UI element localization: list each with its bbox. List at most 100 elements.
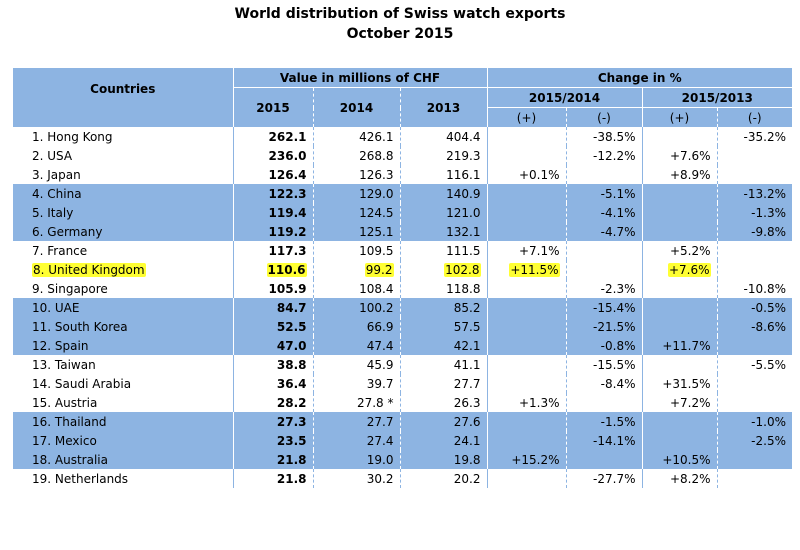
change-2015-2014-minus-cell-text: -4.1% — [600, 205, 636, 220]
value-2013-cell-text: 41.1 — [453, 357, 481, 372]
header-year-2014: 2014 — [312, 87, 400, 127]
value-2013-cell-text: 404.4 — [446, 129, 481, 144]
change-2015-2013-minus-cell: -10.8% — [716, 279, 792, 298]
value-2014-cell-text: 27.8 * — [356, 395, 394, 410]
value-2013-cell-text: 57.5 — [453, 319, 481, 334]
change-2015-2013-plus-cell-text: +31.5% — [662, 376, 711, 391]
value-2013-cell: 140.9 — [399, 184, 487, 203]
value-2013-cell: 41.1 — [399, 355, 487, 374]
change-2015-2013-minus-cell-text: -8.6% — [751, 319, 786, 334]
value-2014-cell-text: 426.1 — [359, 129, 394, 144]
value-2015-cell-text: 117.3 — [268, 243, 307, 258]
change-2015-2014-plus-cell — [486, 127, 566, 146]
value-2013-cell: 132.1 — [399, 222, 487, 241]
value-2014-cell-text: 27.7 — [366, 414, 394, 429]
country-cell-text: 6. Germany — [32, 224, 103, 239]
change-2015-2013-plus-cell: +31.5% — [641, 374, 717, 393]
change-2015-2013-plus-cell-text: +11.7% — [662, 338, 711, 353]
country-cell-text: 12. Spain — [32, 338, 89, 353]
value-2015-cell-text: 52.5 — [276, 319, 307, 334]
header-year-2015: 2015 — [232, 87, 313, 127]
table-row: 9. Singapore 105.9 108.4 118.8 -2.3% -10.8% — [13, 279, 792, 298]
change-2015-2013-minus-cell-text: -9.8% — [751, 224, 786, 239]
value-2015-cell: 38.8 — [232, 355, 313, 374]
change-2015-2014-plus-cell — [486, 469, 566, 488]
change-2015-2013-minus-cell: -1.0% — [716, 412, 792, 431]
change-2015-2014-minus-cell: -4.1% — [565, 203, 642, 222]
header-year-2013: 2013 — [399, 87, 487, 127]
value-2014-cell: 125.1 — [312, 222, 400, 241]
value-2013-cell: 102.8 — [399, 260, 487, 279]
value-2015-cell-text: 21.8 — [276, 452, 307, 467]
page-subtitle: October 2015 — [346, 26, 454, 42]
country-cell: 14. Saudi Arabia — [13, 374, 233, 393]
header-period-2015-2013: 2015/2013 — [641, 87, 792, 108]
table-row: 13. Taiwan 38.8 45.9 41.1 -15.5% -5.5% — [13, 355, 792, 374]
value-2013-cell: 111.5 — [399, 241, 487, 260]
table-row: 2. USA 236.0 268.8 219.3 -12.2% +7.6% — [13, 146, 792, 165]
header-p1-minus: (-) — [565, 107, 642, 127]
change-2015-2014-minus-cell-text: -27.7% — [593, 471, 636, 486]
country-cell: 3. Japan — [13, 165, 233, 184]
change-2015-2013-minus-cell: -2.5% — [716, 431, 792, 450]
change-2015-2013-plus-cell — [641, 355, 717, 374]
value-2013-cell: 42.1 — [399, 336, 487, 355]
header-value: Value in millions of CHF — [232, 68, 487, 88]
value-2013-cell: 26.3 — [399, 393, 487, 412]
value-2015-cell-text: 119.4 — [268, 205, 307, 220]
change-2015-2014-minus-cell-text: -38.5% — [593, 129, 636, 144]
country-cell-text: 2. USA — [32, 148, 73, 163]
value-2015-cell-text: 105.9 — [268, 281, 307, 296]
change-2015-2014-minus-cell-text: -14.1% — [593, 433, 636, 448]
value-2014-cell: 108.4 — [312, 279, 400, 298]
change-2015-2014-minus-cell: -21.5% — [565, 317, 642, 336]
change-2015-2014-minus-cell: -5.1% — [565, 184, 642, 203]
value-2013-cell: 118.8 — [399, 279, 487, 298]
value-2014-cell-text: 99.2 — [364, 262, 394, 277]
country-cell-text: 1. Hong Kong — [32, 129, 113, 144]
change-2015-2014-minus-cell-text: -15.5% — [593, 357, 636, 372]
country-cell: 18. Australia — [13, 450, 233, 469]
value-2015-cell-text: 38.8 — [276, 357, 307, 372]
change-2015-2013-minus-cell — [716, 450, 792, 469]
change-2015-2014-plus-cell — [486, 431, 566, 450]
change-2015-2013-minus-cell: -0.5% — [716, 298, 792, 317]
value-2013-cell-text: 19.8 — [453, 452, 481, 467]
value-2015-cell: 117.3 — [232, 241, 313, 260]
page-title: World distribution of Swiss watch export… — [234, 6, 566, 22]
value-2014-cell: 27.4 — [312, 431, 400, 450]
value-2015-cell-text: 110.6 — [266, 262, 307, 277]
table-row: 11. South Korea 52.5 66.9 57.5 -21.5% -8.6% — [13, 317, 792, 336]
country-cell: 13. Taiwan — [13, 355, 233, 374]
country-cell-text: 8. United Kingdom — [32, 262, 146, 277]
value-2013-cell-text: 27.7 — [453, 376, 481, 391]
value-2015-cell-text: 47.0 — [276, 338, 307, 353]
change-2015-2014-plus-cell — [486, 298, 566, 317]
value-2015-cell-text: 119.2 — [268, 224, 307, 239]
country-cell: 15. Austria — [13, 393, 233, 412]
value-2014-cell-text: 126.3 — [359, 167, 394, 182]
value-2015-cell: 122.3 — [232, 184, 313, 203]
change-2015-2013-plus-cell-text: +7.6% — [669, 148, 711, 163]
table-row: 15. Austria 28.2 27.8 * 26.3 +1.3% +7.2% — [13, 393, 792, 412]
change-2015-2013-plus-cell — [641, 127, 717, 146]
value-2015-cell: 119.4 — [232, 203, 313, 222]
change-2015-2014-plus-cell — [486, 412, 566, 431]
change-2015-2014-minus-cell: -0.8% — [565, 336, 642, 355]
country-cell-text: 5. Italy — [32, 205, 74, 220]
change-2015-2014-minus-cell — [565, 393, 642, 412]
change-2015-2014-minus-cell-text: -1.5% — [600, 414, 636, 429]
change-2015-2014-minus-cell-text: -15.4% — [593, 300, 636, 315]
value-2015-cell-text: 23.5 — [276, 433, 307, 448]
change-2015-2014-plus-cell — [486, 222, 566, 241]
exports-table: Countries Value in millions of CHF Chang… — [13, 68, 792, 488]
table-row: 19. Netherlands 21.8 30.2 20.2 -27.7% +8.2% — [13, 469, 792, 488]
change-2015-2014-minus-cell: -2.3% — [565, 279, 642, 298]
change-2015-2014-plus-cell — [486, 374, 566, 393]
change-2015-2014-plus-cell — [486, 336, 566, 355]
value-2014-cell-text: 124.5 — [359, 205, 394, 220]
value-2013-cell-text: 140.9 — [446, 186, 481, 201]
change-2015-2013-plus-cell-text: +8.2% — [669, 471, 711, 486]
country-cell-text: 17. Mexico — [32, 433, 97, 448]
table-row: 3. Japan 126.4 126.3 116.1 +0.1% +8.9% — [13, 165, 792, 184]
